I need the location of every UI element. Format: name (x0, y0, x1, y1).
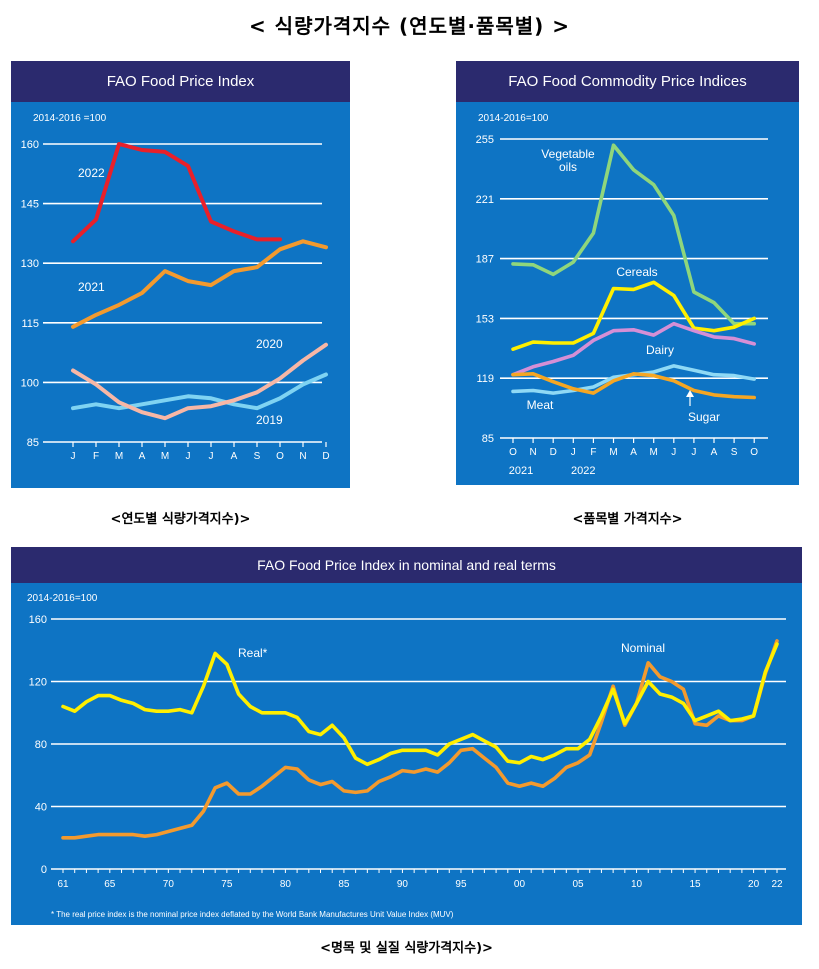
x-year-label: 2021 (509, 465, 533, 477)
x-tick-label: 85 (338, 879, 350, 890)
x-tick-label: D (550, 447, 557, 458)
x-tick-label: N (529, 447, 536, 458)
unit-label: 2014-2016=100 (27, 593, 98, 604)
x-tick-label: J (71, 451, 76, 462)
chart-footnote: * The real price index is the nominal pr… (51, 910, 454, 919)
chart-panel-nominal-real: FAO Food Price Index in nominal and real… (11, 547, 802, 925)
series-label-vegetable-oils: oils (559, 160, 577, 174)
x-tick-label: M (609, 447, 617, 458)
x-tick-label: O (750, 447, 758, 458)
x-tick-label: M (161, 451, 169, 462)
series-line-nominal (61, 639, 779, 840)
x-tick-label: 95 (455, 879, 467, 890)
y-tick-label: 187 (476, 254, 494, 266)
x-tick-label: M (115, 451, 123, 462)
chart-by-commodity: 2014-2016=100 85 119 153 187 221 255 O N D J F M A M J J… (476, 113, 768, 477)
y-tick-label: 145 (21, 199, 39, 211)
series-label-cereals: Cereals (616, 265, 657, 279)
x-tick-label: 05 (572, 879, 584, 890)
caption-by-commodity: <품목별 가격지수> (572, 512, 683, 527)
sugar-arrow-head (686, 390, 694, 397)
caption-nominal-real: <명목 및 실질 식량가격지수)> (320, 941, 493, 956)
x-tick-label: A (231, 451, 238, 462)
y-tick-label: 119 (476, 373, 494, 385)
x-year-label: 2022 (571, 465, 595, 477)
x-tick-label: J (209, 451, 214, 462)
y-tick-label: 115 (21, 318, 39, 330)
x-tick-label: 22 (771, 879, 783, 890)
x-tick-label: M (650, 447, 658, 458)
series-label-2021: 2021 (78, 280, 105, 294)
y-tick-label: 153 (476, 313, 494, 325)
series-line-real (61, 642, 779, 767)
y-tick-label: 130 (21, 258, 39, 270)
x-tick-label: A (630, 447, 637, 458)
chart-title: FAO Food Price Index in nominal and real… (11, 547, 802, 583)
chart-panel-by-commodity: FAO Food Commodity Price Indices 2014-20… (456, 61, 799, 485)
series-line-2019 (71, 372, 328, 411)
y-tick-label: 40 (35, 802, 47, 814)
chart-panel-by-year: FAO Food Price Index 2014-2016 =100 85 100… (11, 61, 350, 488)
y-tick-label: 0 (41, 864, 47, 876)
y-tick-label: 160 (21, 139, 39, 151)
x-tick-label: J (691, 447, 696, 458)
chart-by-year: 2014-2016 =100 85 100 115 130 145 160 J F M A M J J A S… (21, 113, 330, 462)
x-tick-label: S (731, 447, 738, 458)
x-tick-label: 61 (57, 879, 69, 890)
series-line-sugar (511, 371, 757, 400)
unit-label: 2014-2016 =100 (33, 113, 107, 124)
x-tick-label: 70 (163, 879, 175, 890)
series-line-2021 (71, 239, 328, 329)
x-tick-label: F (93, 451, 99, 462)
series-label-nominal: Nominal (621, 641, 665, 655)
series-label-dairy: Dairy (646, 343, 674, 357)
series-line-dairy (511, 321, 757, 377)
x-tick-label: 00 (514, 879, 526, 890)
x-tick-label: 75 (221, 879, 233, 890)
chart-title: FAO Food Price Index (11, 61, 350, 102)
y-tick-label: 80 (35, 739, 47, 751)
x-tick-label: O (509, 447, 517, 458)
series-label-2022: 2022 (78, 166, 105, 180)
series-label-2019: 2019 (256, 413, 283, 427)
x-tick-label: J (571, 447, 576, 458)
x-tick-label: 15 (690, 879, 702, 890)
chart-title: FAO Food Commodity Price Indices (456, 61, 799, 102)
x-tick-label: 10 (631, 879, 643, 890)
y-tick-label: 85 (27, 437, 39, 449)
x-tick-label: A (139, 451, 146, 462)
page-title: < 식량가격지수 (연도별·품목별) > (248, 14, 571, 38)
x-tick-label: O (276, 451, 284, 462)
y-tick-label: 221 (476, 194, 494, 206)
series-label-2020: 2020 (256, 337, 283, 351)
y-tick-label: 160 (29, 614, 47, 626)
y-tick-label: 255 (476, 134, 494, 146)
chart-nominal-real: 2014-2016=100 0 40 80 120 160 61 65 70 75 80 85 90 95… (27, 593, 786, 890)
y-tick-label: 100 (21, 377, 39, 389)
series-label-sugar: Sugar (688, 410, 720, 424)
caption-by-year: <연도별 식량가격지수)> (110, 512, 251, 527)
x-tick-label: A (711, 447, 718, 458)
series-line-cereals (511, 280, 757, 352)
x-tick-label: N (299, 451, 306, 462)
x-tick-label: S (254, 451, 261, 462)
series-line-2020 (71, 342, 328, 421)
x-tick-label: 90 (397, 879, 409, 890)
x-tick-label: 80 (280, 879, 292, 890)
x-tick-label: J (186, 451, 191, 462)
y-tick-label: 85 (482, 433, 494, 445)
x-tick-label: 20 (748, 879, 760, 890)
series-label-vegetable-oils: Vegetable (541, 147, 595, 161)
series-label-real: Real* (238, 646, 268, 660)
series-line-vegetable-oils (511, 143, 757, 326)
series-line-2022 (71, 142, 282, 244)
y-tick-label: 120 (29, 677, 47, 689)
x-tick-label: 65 (104, 879, 116, 890)
unit-label: 2014-2016=100 (478, 113, 549, 124)
x-tick-label: D (322, 451, 329, 462)
series-label-meat: Meat (527, 398, 554, 412)
x-tick-label: J (671, 447, 676, 458)
x-tick-label: F (590, 447, 596, 458)
